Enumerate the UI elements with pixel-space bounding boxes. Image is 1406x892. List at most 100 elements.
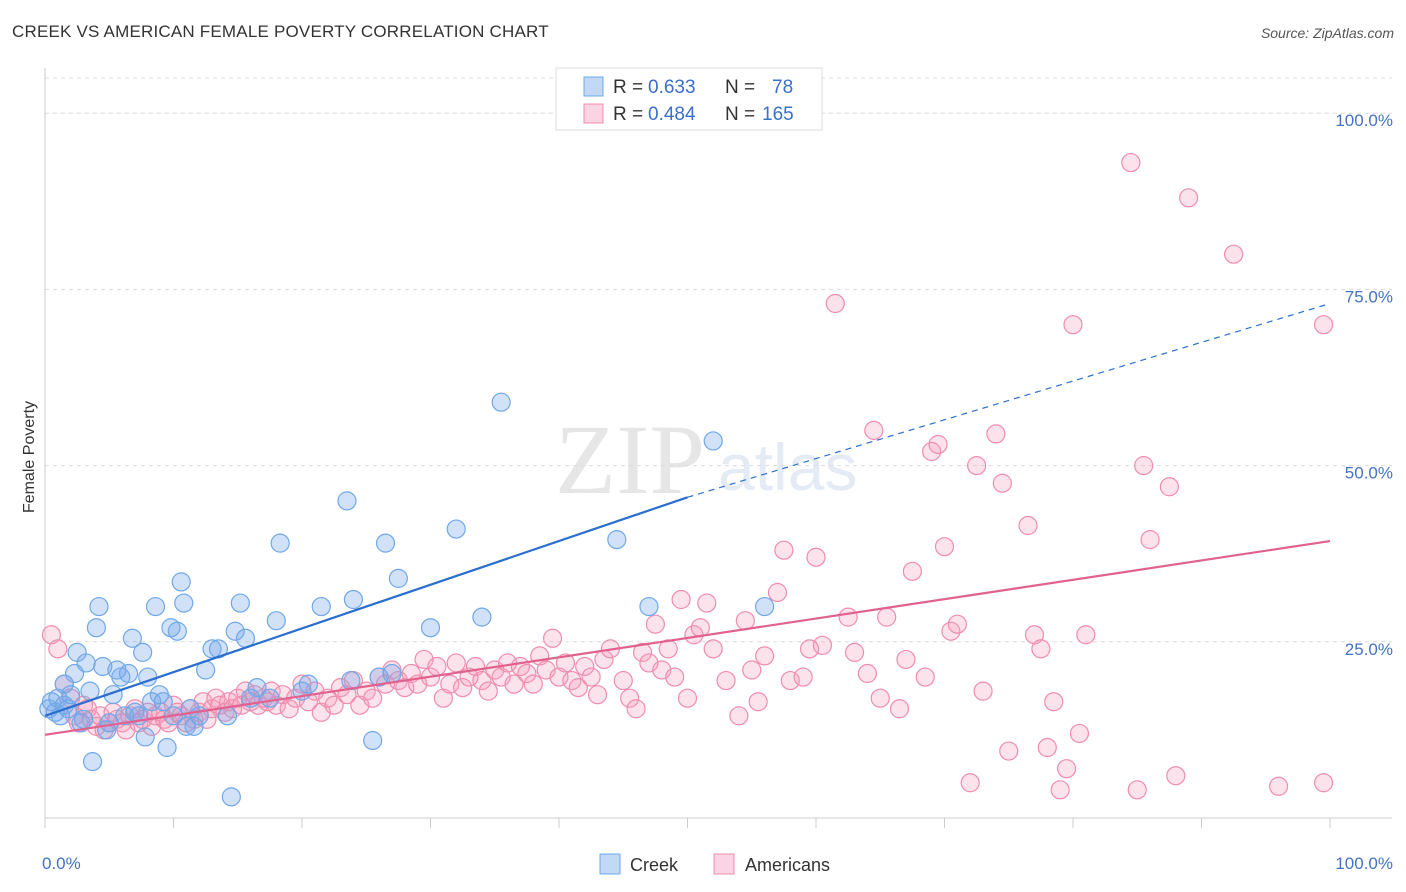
americans-point-169 — [1166, 766, 1186, 786]
creek-point-5 — [54, 674, 74, 694]
creek-point-17 — [89, 596, 109, 617]
y-tick-labels: 25.0% 50.0% 75.0% 100.0% — [1335, 111, 1393, 659]
americans-point-113 — [671, 589, 691, 610]
legend: R = 0.633 N = 78 R = 0.484 N = 165 — [555, 67, 823, 131]
americans-point-154 — [1018, 515, 1038, 536]
legend-n-value-americans: 165 — [762, 104, 794, 125]
creek-trend-line — [44, 496, 688, 717]
grid — [45, 77, 1392, 643]
bottom-legend-swatch-americans — [713, 853, 735, 875]
americans-point-105 — [620, 688, 640, 708]
creek-point-65 — [363, 730, 383, 751]
y-tick-label-2: 75.0% — [1345, 287, 1393, 306]
americans-point-163 — [1076, 625, 1096, 645]
americans-point-150 — [973, 681, 993, 701]
creek-point-26 — [122, 628, 142, 648]
americans-point-79 — [446, 653, 466, 673]
x-tick-label-1: 100.0% — [1335, 854, 1393, 873]
chart-title: CREEK VS AMERICAN FEMALE POVERTY CORRELA… — [12, 22, 549, 41]
americans-point-160 — [1056, 759, 1077, 779]
americans-point-90 — [517, 663, 537, 684]
americans-point-157 — [1037, 737, 1057, 758]
creek-point-62 — [337, 491, 357, 511]
legend-swatch-americans — [583, 103, 604, 124]
creek-point-73 — [491, 392, 511, 412]
americans-point-155 — [1024, 625, 1045, 645]
creek-point-69 — [388, 568, 408, 588]
creek-point-39 — [167, 621, 187, 641]
creek-points — [39, 392, 775, 807]
creek-point-30 — [135, 727, 155, 747]
americans-point-159 — [1050, 780, 1070, 800]
americans-point-136 — [864, 420, 884, 440]
creek-point-24 — [115, 706, 135, 726]
americans-point-99 — [575, 656, 595, 677]
americans-point-83 — [472, 670, 492, 691]
americans-point-137 — [870, 688, 890, 708]
y-tick-label-1: 50.0% — [1345, 464, 1393, 483]
americans-trend-line — [44, 539, 1331, 736]
americans-point-96 — [555, 653, 576, 673]
americans-point-171 — [1224, 244, 1244, 264]
americans-point-148 — [960, 773, 980, 793]
americans-point-77 — [433, 688, 453, 708]
americans-point-118 — [703, 639, 723, 659]
creek-point-36 — [157, 737, 177, 758]
creek-point-77 — [754, 596, 775, 617]
bottom-legend-swatch-creek — [599, 853, 621, 875]
source-label: Source: ZipAtlas.com — [1260, 25, 1394, 41]
creek-point-33 — [145, 596, 166, 617]
creek-point-49 — [217, 706, 238, 726]
creek-point-50 — [221, 787, 241, 807]
americans-point-128 — [793, 667, 813, 687]
americans-point-84 — [478, 681, 498, 701]
legend-n-label-americans: N = — [725, 104, 755, 125]
americans-point-94 — [542, 628, 563, 648]
legend-swatch-creek — [583, 76, 604, 97]
americans-point-153 — [999, 741, 1019, 761]
americans-point-121 — [735, 611, 755, 631]
creek-point-51 — [225, 621, 245, 641]
americans-point-149 — [967, 456, 987, 476]
americans-point-122 — [742, 660, 762, 680]
americans-point-130 — [806, 547, 826, 567]
creek-point-40 — [171, 572, 191, 592]
americans-point-107 — [632, 642, 653, 662]
creek-point-25 — [118, 663, 139, 684]
creek-point-75 — [639, 596, 659, 617]
creek-point-76 — [703, 431, 723, 451]
americans-point-167 — [1140, 530, 1160, 550]
americans-point-147 — [947, 614, 967, 634]
creek-point-29 — [133, 642, 153, 662]
americans-point-145 — [934, 537, 955, 557]
americans-point-141 — [902, 561, 922, 581]
creek-point-56 — [260, 688, 280, 708]
creek-point-67 — [375, 533, 396, 553]
creek-point-74 — [607, 530, 627, 550]
creek-point-13 — [76, 653, 96, 673]
americans-point-1 — [48, 639, 68, 659]
americans-point-109 — [645, 614, 665, 634]
americans-point-117 — [697, 593, 717, 613]
creek-point-52 — [230, 593, 250, 613]
americans-point-91 — [523, 674, 543, 694]
creek-point-8 — [61, 685, 81, 705]
americans-point-161 — [1063, 315, 1083, 335]
creek-point-64 — [343, 589, 363, 610]
creek-point-71 — [446, 519, 466, 539]
americans-point-98 — [568, 678, 588, 698]
americans-point-165 — [1127, 780, 1147, 800]
americans-point-158 — [1044, 692, 1064, 712]
americans-point-66 — [363, 688, 383, 708]
americans-point-172 — [1268, 776, 1289, 796]
legend-r-label-creek: R = — [613, 77, 643, 98]
creek-point-41 — [174, 593, 194, 613]
americans-point-168 — [1159, 477, 1179, 497]
americans-point-156 — [1031, 639, 1051, 659]
americans-point-166 — [1134, 456, 1154, 476]
legend-n-value-creek: 78 — [772, 77, 793, 98]
axes — [44, 68, 1392, 828]
legend-r-value-creek: 0.633 — [648, 77, 696, 98]
y-tick-label-3: 100.0% — [1335, 111, 1393, 130]
